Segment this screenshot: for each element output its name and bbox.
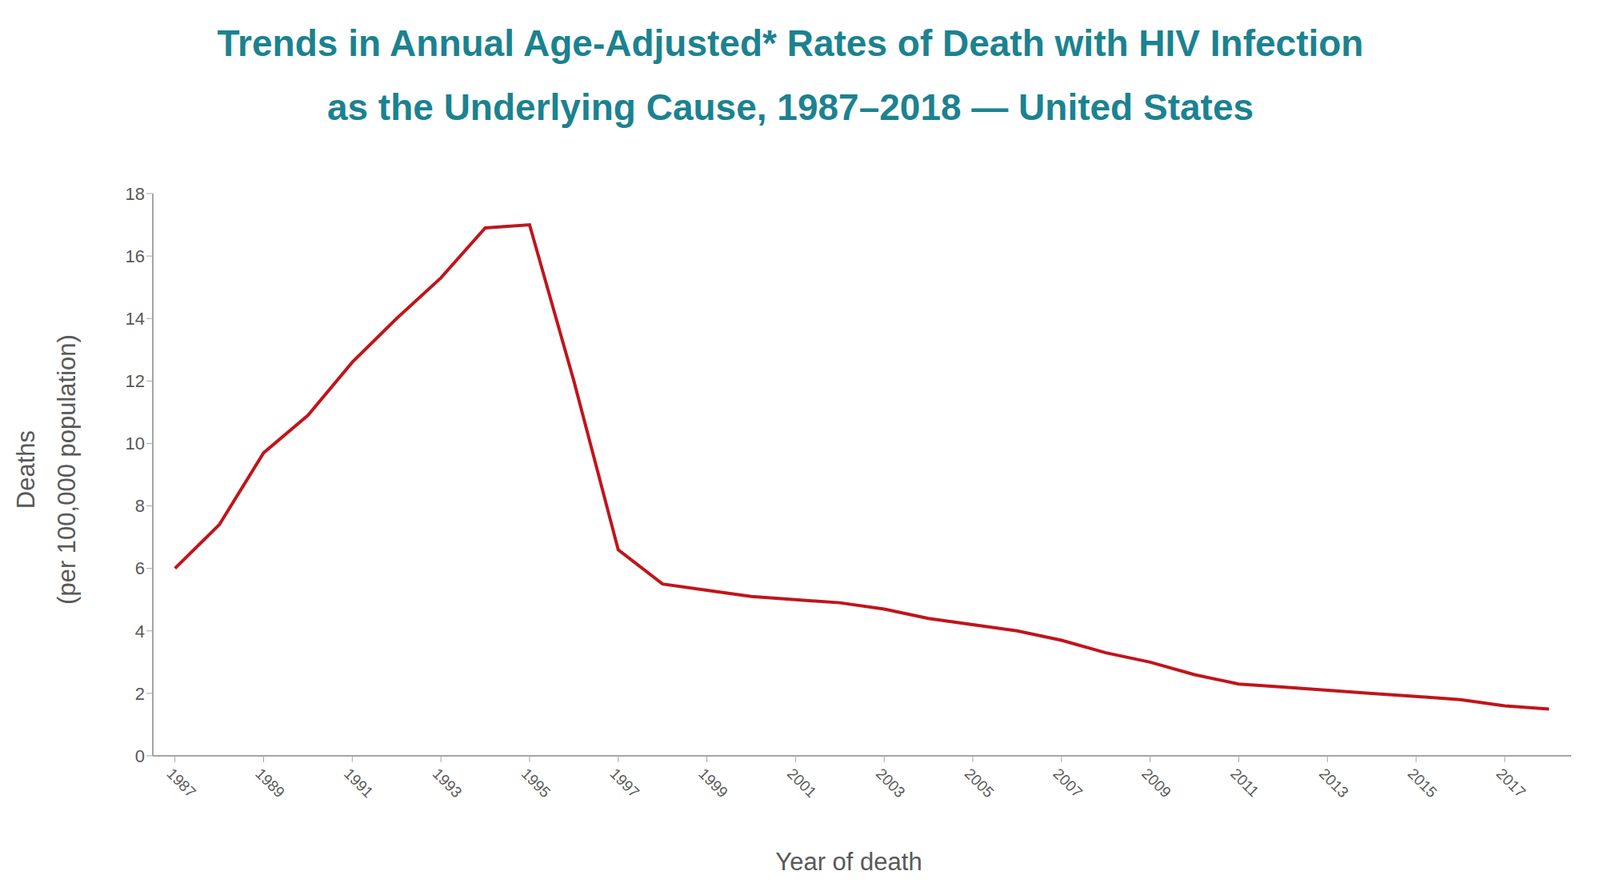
svg-text:2: 2 [135,684,145,704]
svg-text:1999: 1999 [695,765,732,802]
svg-text:14: 14 [125,308,145,329]
html-text:Deaths: Deaths [12,430,40,509]
svg-text:4: 4 [135,621,145,642]
svg-text:1995: 1995 [518,765,555,802]
svg-text:1997: 1997 [606,765,643,802]
svg-text:2011: 2011 [1227,765,1263,801]
svg-text:2013: 2013 [1316,765,1352,802]
svg-text:2017: 2017 [1493,765,1530,802]
svg-text:0: 0 [135,746,145,767]
svg-text:2005: 2005 [961,765,998,802]
svg-text:1993: 1993 [429,765,466,802]
svg-text:2015: 2015 [1404,765,1441,802]
html-text:(per 100,000 population): (per 100,000 population) [52,334,81,605]
svg-text:16: 16 [125,246,145,267]
svg-text:2009: 2009 [1138,765,1175,802]
html-text:Year of death: Year of death [775,848,923,876]
svg-text:10: 10 [125,433,145,454]
svg-text:6: 6 [135,558,145,579]
svg-text:1989: 1989 [252,765,288,802]
svg-text:1991: 1991 [340,765,377,802]
svg-text:12: 12 [125,371,145,392]
html-text:as the Underlying Cause, 1987–: as the Underlying Cause, 1987–2018 — Uni… [327,86,1254,128]
html-text:Trends in Annual Age-Adjusted*: Trends in Annual Age-Adjusted* Rates of … [217,22,1364,64]
svg-text:2007: 2007 [1049,765,1086,802]
svg-text:2003: 2003 [872,765,909,802]
svg-text:18: 18 [125,184,145,204]
svg-text:2001: 2001 [784,765,820,802]
svg-text:1987: 1987 [163,765,200,802]
svg-text:8: 8 [135,496,145,516]
